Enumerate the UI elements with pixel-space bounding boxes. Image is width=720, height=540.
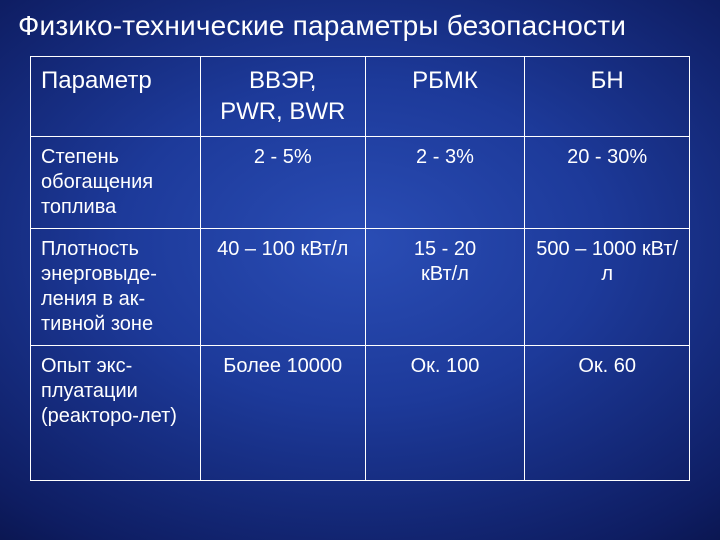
parameters-table: Параметр ВВЭР, PWR, BWR РБМК БН Степень …: [30, 56, 690, 481]
cell-value: 2 - 3%: [365, 137, 525, 229]
col-header-bn: БН: [525, 57, 690, 137]
cell-value: 20 - 30%: [525, 137, 690, 229]
cell-value: 500 – 1000 кВт/л: [525, 229, 690, 346]
cell-param: Опыт экс-плуатации (реакторо-лет): [31, 346, 201, 481]
cell-value-line1: 15 - 20: [376, 237, 515, 262]
table-row: Опыт экс-плуатации (реакторо-лет) Более …: [31, 346, 690, 481]
table-row: Плотность энерговыде-ления в ак-тивной з…: [31, 229, 690, 346]
cell-value: Ок. 60: [525, 346, 690, 481]
cell-value: 15 - 20 кВт/л: [365, 229, 525, 346]
col-header-vver-line1: ВВЭР,: [211, 65, 355, 96]
col-header-vver: ВВЭР, PWR, BWR: [200, 57, 365, 137]
col-header-rbmk: РБМК: [365, 57, 525, 137]
slide-title: Физико-технические параметры безопасност…: [18, 10, 702, 42]
col-header-parameter: Параметр: [31, 57, 201, 137]
cell-value: 40 – 100 кВт/л: [200, 229, 365, 346]
cell-value: 2 - 5%: [200, 137, 365, 229]
slide: Физико-технические параметры безопасност…: [0, 0, 720, 540]
table-header-row: Параметр ВВЭР, PWR, BWR РБМК БН: [31, 57, 690, 137]
col-header-vver-line2: PWR, BWR: [211, 96, 355, 127]
cell-param: Плотность энерговыде-ления в ак-тивной з…: [31, 229, 201, 346]
cell-value: Более 10000: [200, 346, 365, 481]
table-row: Степень обогащения топлива 2 - 5% 2 - 3%…: [31, 137, 690, 229]
cell-value-line2: кВт/л: [376, 262, 515, 287]
cell-param: Степень обогащения топлива: [31, 137, 201, 229]
cell-value: Ок. 100: [365, 346, 525, 481]
